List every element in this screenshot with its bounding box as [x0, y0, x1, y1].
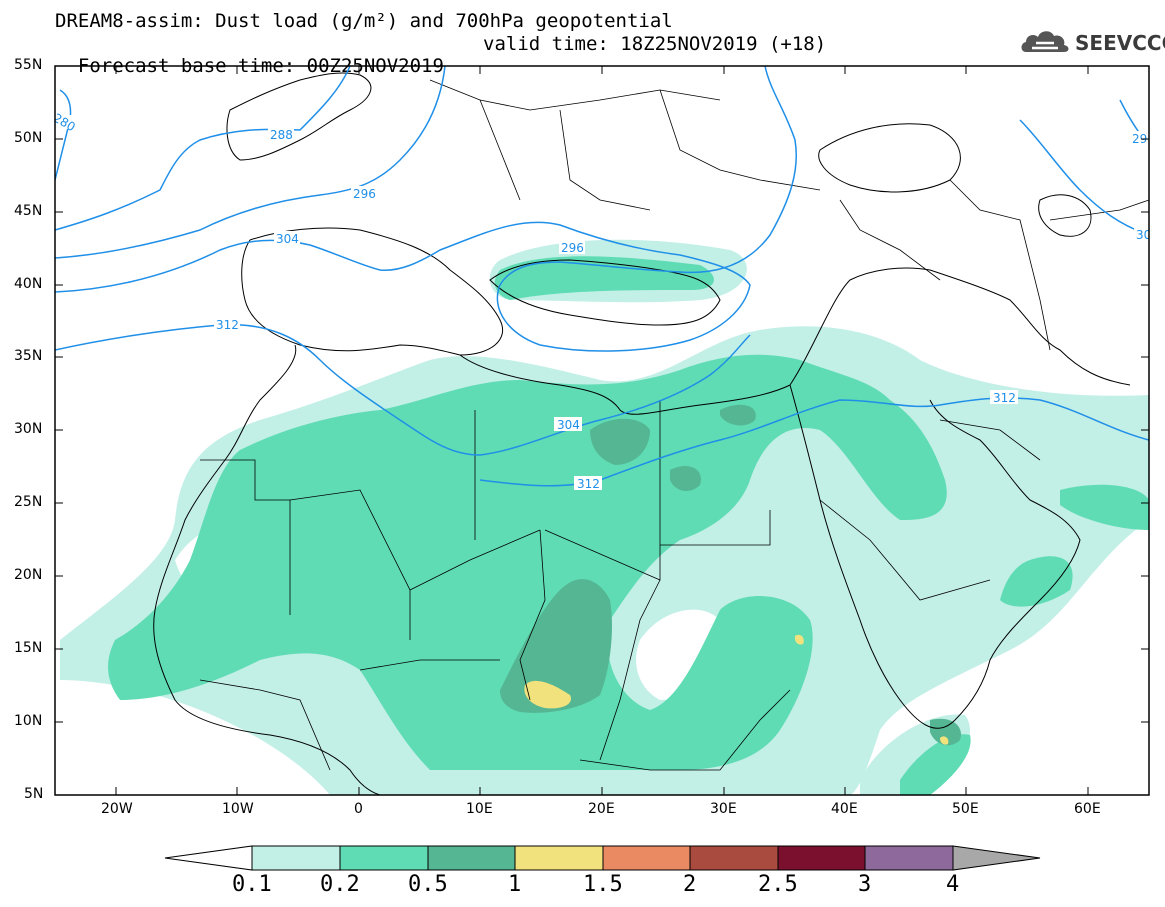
colorbar-bin: [689, 845, 779, 871]
lon-label: 10E: [466, 801, 493, 817]
contour-label: 288: [270, 128, 293, 142]
colorbar: [164, 845, 1041, 871]
lon-label: 20E: [588, 801, 615, 817]
valid-time: valid time: 18Z25NOV2019 (+18): [483, 33, 827, 55]
contour-label: 296: [561, 241, 584, 255]
colorbar-label: 3: [858, 872, 872, 897]
lat-label: 25N: [14, 494, 43, 510]
colorbar-bin: [864, 845, 954, 871]
lat-label: 40N: [14, 276, 43, 292]
colorbar-over-triangle: [952, 845, 1041, 871]
colorbar-label: 4: [946, 872, 960, 897]
colorbar-label: 2: [683, 872, 697, 897]
dust-layer-dark: [500, 404, 961, 746]
lon-label: 60E: [1074, 801, 1101, 817]
dust-layer-yellow: [524, 634, 949, 745]
map-title: DREAM8-assim: Dust load (g/m²) and 700hP…: [55, 10, 673, 32]
colorbar-bin: [339, 845, 429, 871]
contour-label: 30: [1136, 228, 1151, 242]
colorbar-bin: [427, 845, 516, 871]
lat-label: 15N: [14, 640, 43, 656]
lon-label: 50E: [952, 801, 979, 817]
logo-text: SEEVCCC: [1075, 31, 1165, 55]
lat-label: 5N: [24, 786, 44, 802]
contour-label: 304: [276, 232, 299, 246]
colorbar-label: 0.2: [320, 872, 360, 897]
contour-label: 304: [557, 418, 580, 432]
contour-labels: 280 288 296 304 312 296 304 312 312 29 3…: [55, 111, 1151, 491]
contour-label: 296: [353, 187, 376, 201]
contour-label: 312: [993, 391, 1016, 405]
lat-label: 45N: [14, 203, 43, 219]
colorbar-label: 0.5: [408, 872, 448, 897]
dust-layer-medium: [108, 256, 1149, 795]
axis-ticks: [55, 65, 1149, 795]
colorbar-label: 1.5: [583, 872, 623, 897]
contour-label: 312: [577, 477, 600, 491]
colorbar-label: 0.1: [232, 872, 272, 897]
lon-label: 40E: [831, 801, 858, 817]
colorbar-bin: [602, 845, 691, 871]
colorbar-label: 1: [508, 872, 522, 897]
lat-label: 35N: [14, 348, 43, 364]
lon-label: 10W: [222, 801, 254, 817]
lon-label: 0: [354, 801, 363, 817]
lon-label: 30E: [710, 801, 737, 817]
contour-label: 29: [1132, 132, 1147, 146]
country-borders: [199, 79, 1149, 771]
colorbar-bin: [514, 845, 604, 871]
lat-label: 50N: [14, 130, 43, 146]
colorbar-under-triangle: [164, 845, 253, 871]
lat-label: 30N: [14, 421, 43, 437]
colorbar-label: 2.5: [758, 872, 798, 897]
lon-label: 20W: [101, 801, 133, 817]
lat-label: 10N: [14, 713, 43, 729]
contour-label: 312: [216, 318, 239, 332]
cloud-icon: [1021, 31, 1069, 52]
lat-label: 55N: [14, 57, 43, 73]
coastlines: [153, 72, 1131, 795]
colorbar-bin: [251, 845, 341, 871]
colorbar-bin: [777, 845, 866, 871]
seevccc-logo: SEEVCCC: [1018, 24, 1165, 58]
lat-label: 20N: [14, 567, 43, 583]
